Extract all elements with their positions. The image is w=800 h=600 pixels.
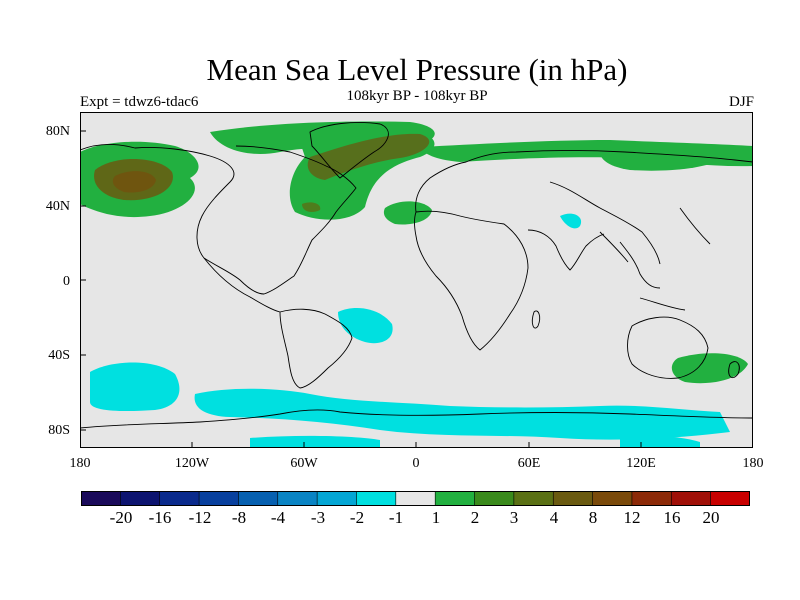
australia-coast — [627, 316, 709, 379]
madagascar-coast — [531, 310, 541, 329]
x-tick-0: 0 — [412, 456, 420, 471]
y-tick-40n: 40N — [45, 199, 70, 214]
y-tick-80s: 80S — [48, 423, 70, 438]
legend-label-p4: 4 — [549, 508, 559, 527]
southeast-asia-coast — [619, 241, 686, 311]
new-zealand-coast — [728, 361, 740, 378]
legend-label-m20: -20 — [109, 508, 133, 527]
legend-label-m1: -1 — [388, 508, 404, 527]
legend-swatch — [710, 491, 750, 506]
pressure-map — [80, 112, 753, 448]
legend-swatch — [670, 491, 712, 506]
antarctic-east-anomaly — [620, 435, 700, 448]
north-africa-anomaly — [383, 201, 432, 225]
legend-swatch — [316, 491, 358, 506]
map-title: Mean Sea Level Pressure (in hPa) — [206, 52, 628, 87]
x-tick-180w: 180 — [69, 456, 91, 471]
coastlines — [80, 122, 753, 429]
legend-swatch — [474, 491, 515, 506]
north-america-coast — [80, 144, 357, 295]
legend-swatch — [592, 491, 633, 506]
legend-label-p12: 12 — [623, 508, 641, 527]
tasman-sea-anomaly — [671, 353, 748, 384]
south-america-coast — [279, 308, 353, 389]
legend-label-m2: -2 — [349, 508, 365, 527]
legend-label-p16: 16 — [663, 508, 681, 527]
legend-label-p3: 3 — [509, 508, 519, 527]
legend-swatch — [434, 491, 476, 506]
central-america-coast — [203, 257, 281, 313]
season-label: DJF — [728, 94, 754, 110]
legend-label-p2: 2 — [470, 508, 480, 527]
x-tick-60w: 60W — [290, 456, 318, 471]
arabia-india-coast — [527, 229, 605, 271]
negative-anomaly-regions — [90, 213, 730, 448]
y-tick-80n: 80N — [45, 124, 70, 139]
legend-swatch — [81, 491, 121, 506]
legend-swatch — [159, 491, 200, 506]
southern-ocean-anomaly — [194, 388, 730, 440]
legend-swatch — [513, 491, 554, 506]
legend-swatch — [277, 491, 318, 506]
y-tick-40s: 40S — [48, 348, 70, 363]
greenland-core — [307, 133, 430, 180]
legend-label-m3: -3 — [310, 508, 326, 527]
map-subtitle: 108kyr BP - 108kyr BP — [346, 88, 488, 104]
legend-label-m12: -12 — [188, 508, 212, 527]
greenland-coast — [309, 122, 389, 179]
siberia-anomaly — [600, 150, 720, 171]
x-tick-60e: 60E — [517, 456, 541, 471]
legend-label-m4: -4 — [270, 508, 286, 527]
atlantic-small-core — [302, 202, 321, 212]
antarctica-coast — [80, 409, 753, 429]
aleutian-inner — [112, 171, 156, 193]
south-pacific-anomaly — [90, 362, 180, 412]
x-tick-120w: 120W — [174, 456, 210, 471]
y-tick-0: 0 — [63, 274, 70, 289]
antarctic-margin-anomaly — [250, 435, 380, 448]
map-ticks — [80, 130, 642, 448]
legend-swatch — [120, 491, 161, 506]
legend-swatch — [631, 491, 672, 506]
eurasia-coast — [415, 150, 753, 265]
legend-label-p20: 20 — [702, 508, 720, 527]
experiment-label: Expt = tdwz6-tdac6 — [80, 94, 199, 110]
color-legend-bar — [81, 491, 750, 506]
legend-label-p8: 8 — [588, 508, 598, 527]
legend-swatch — [356, 491, 397, 506]
legend-label-p1: 1 — [431, 508, 441, 527]
africa-coast — [414, 210, 529, 351]
legend-swatch — [395, 491, 436, 506]
indian-ocean-small-anomaly — [560, 213, 582, 229]
x-tick-180e: 180 — [742, 456, 764, 471]
legend-label-m8: -8 — [231, 508, 247, 527]
south-atlantic-anomaly — [338, 308, 393, 344]
positive-anomaly-regions — [80, 121, 753, 384]
x-tick-120e: 120E — [626, 456, 656, 471]
legend-swatch — [238, 491, 279, 506]
legend-swatch — [552, 491, 594, 506]
legend-label-m16: -16 — [148, 508, 172, 527]
legend-swatch — [198, 491, 240, 506]
